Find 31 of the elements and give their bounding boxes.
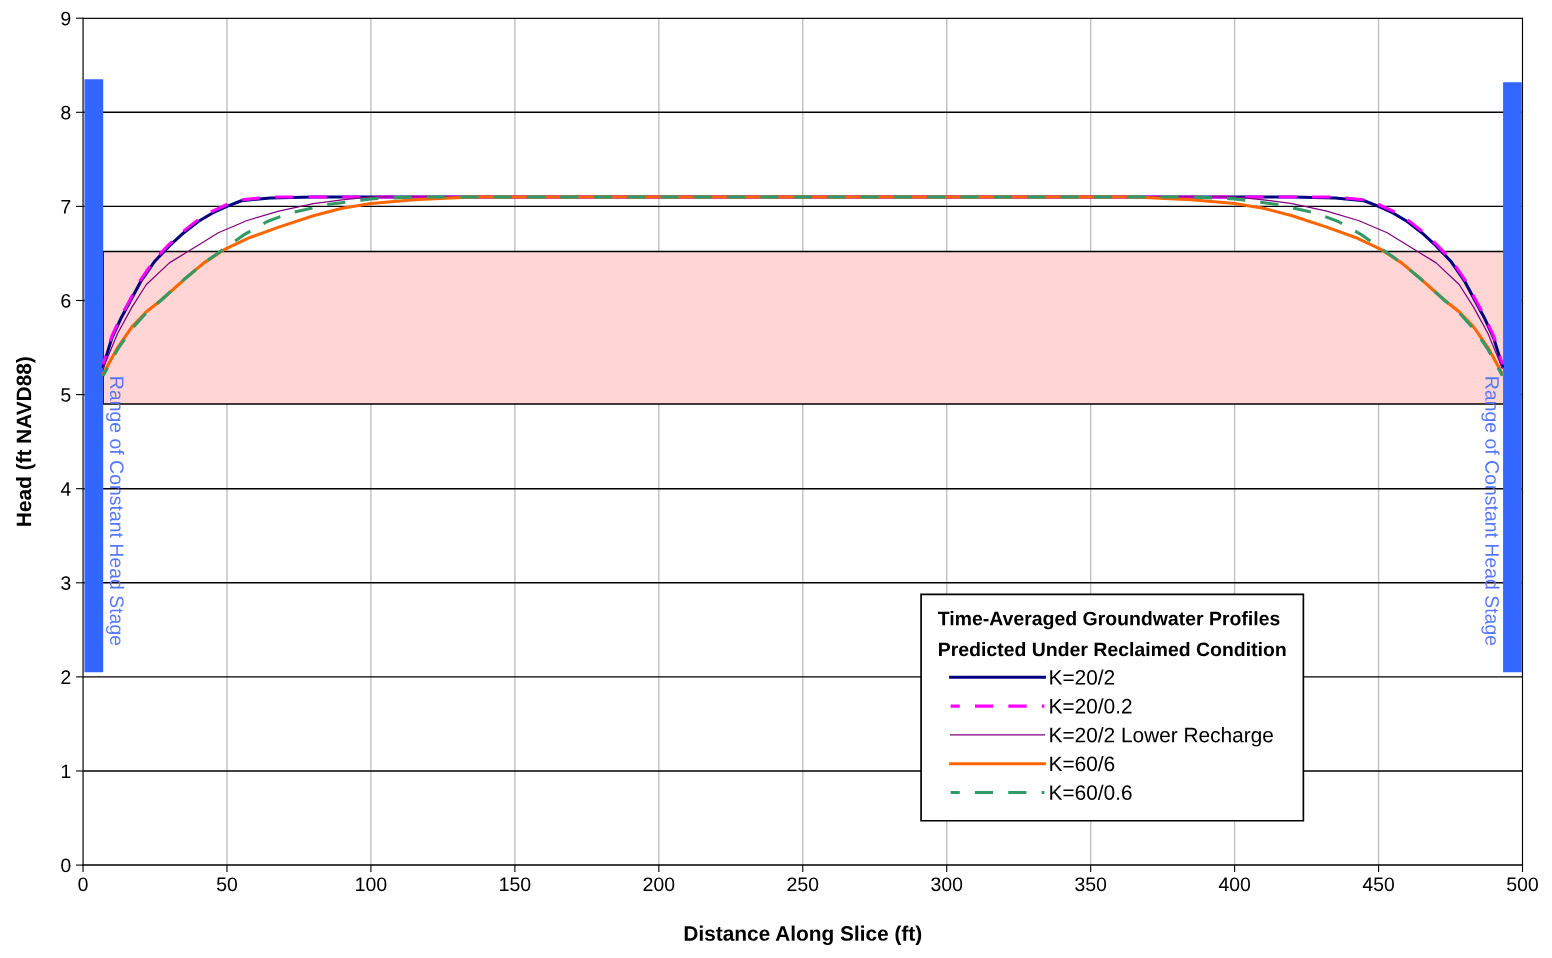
annotation: Range of Constant Head Stage <box>1481 377 1500 646</box>
y-tick-label: 5 <box>61 388 71 402</box>
y-tick-label: 1 <box>61 764 71 779</box>
x-tick-label: 200 <box>643 877 675 892</box>
legend-title: Time-Averaged Groundwater Profiles Predicted Under Reclaimed Condition <box>937 611 1286 657</box>
x-tick-label: 0 <box>78 877 88 892</box>
y-tick-label: 7 <box>61 200 71 214</box>
legend-label: K=20/2 Lower Recharge <box>1050 727 1273 747</box>
y-tick-label: 0 <box>61 858 71 873</box>
y-tick-label: 6 <box>61 293 71 308</box>
y-tick-label: 4 <box>60 482 71 496</box>
y-tick-label: 9 <box>61 11 71 26</box>
legend-label: K=20/2 <box>1050 669 1115 685</box>
y-tick-label: 2 <box>61 670 71 684</box>
y-tick-label: 8 <box>61 105 71 120</box>
x-tick-label: 450 <box>1362 877 1395 892</box>
x-tick-label: 400 <box>1218 877 1251 892</box>
x-tick-label: 100 <box>356 877 387 892</box>
legend-label: K=60/6 <box>1050 755 1115 772</box>
legend-label: K=60/0.6 <box>1050 784 1132 800</box>
x-axis-title: Distance Along Slice (ft) <box>684 925 922 946</box>
x-tick-label: 500 <box>1507 877 1538 892</box>
legend-label: K=20/0.2 <box>1050 698 1132 714</box>
x-tick-label: 50 <box>216 877 238 892</box>
x-tick-label: 150 <box>500 877 531 892</box>
y-axis-title: Head (ft NAVD88) <box>15 357 36 526</box>
x-tick-label: 350 <box>1075 877 1107 892</box>
x-tick-label: 250 <box>787 877 819 892</box>
annotation: Range of Constant Head Stage <box>106 377 125 646</box>
y-tick-label: 3 <box>61 576 71 591</box>
x-tick-label: 300 <box>931 877 963 892</box>
